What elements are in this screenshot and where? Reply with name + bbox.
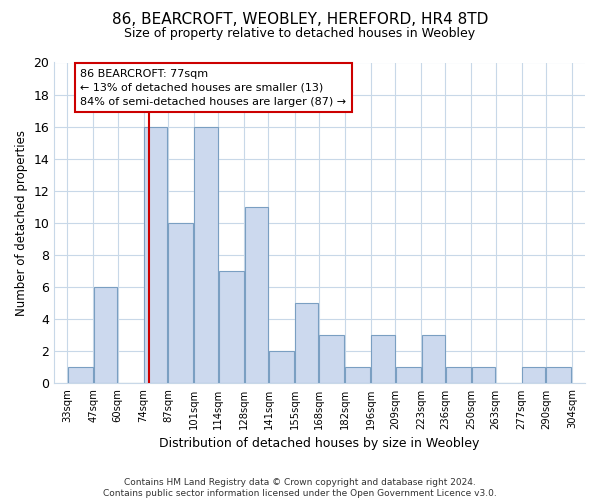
- Bar: [422, 336, 445, 384]
- Bar: [269, 352, 294, 384]
- Bar: [547, 368, 571, 384]
- Bar: [319, 336, 344, 384]
- X-axis label: Distribution of detached houses by size in Weobley: Distribution of detached houses by size …: [160, 437, 480, 450]
- Bar: [218, 271, 244, 384]
- Bar: [169, 223, 193, 384]
- Bar: [522, 368, 545, 384]
- Bar: [395, 368, 421, 384]
- Bar: [371, 336, 395, 384]
- Bar: [472, 368, 495, 384]
- Text: Size of property relative to detached houses in Weobley: Size of property relative to detached ho…: [124, 28, 476, 40]
- Text: 86, BEARCROFT, WEOBLEY, HEREFORD, HR4 8TD: 86, BEARCROFT, WEOBLEY, HEREFORD, HR4 8T…: [112, 12, 488, 28]
- Bar: [94, 287, 117, 384]
- Bar: [446, 368, 471, 384]
- Bar: [68, 368, 93, 384]
- Y-axis label: Number of detached properties: Number of detached properties: [15, 130, 28, 316]
- Bar: [194, 126, 218, 384]
- Bar: [295, 303, 318, 384]
- Bar: [245, 207, 268, 384]
- Text: Contains HM Land Registry data © Crown copyright and database right 2024.
Contai: Contains HM Land Registry data © Crown c…: [103, 478, 497, 498]
- Bar: [144, 126, 167, 384]
- Bar: [345, 368, 370, 384]
- Text: 86 BEARCROFT: 77sqm
← 13% of detached houses are smaller (13)
84% of semi-detach: 86 BEARCROFT: 77sqm ← 13% of detached ho…: [80, 69, 346, 107]
